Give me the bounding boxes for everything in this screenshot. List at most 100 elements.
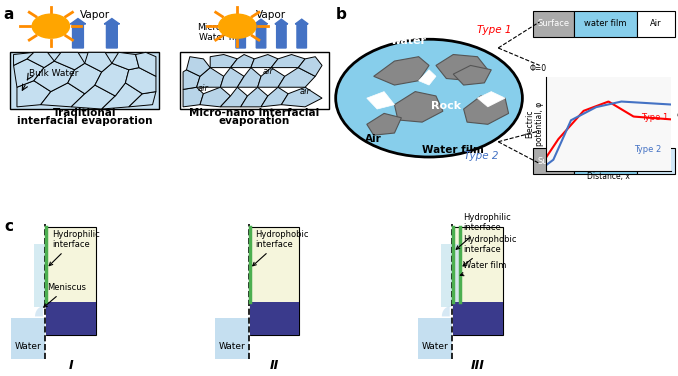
Text: Traditional: Traditional xyxy=(53,108,117,118)
Polygon shape xyxy=(68,63,102,94)
Text: Bulk
water: Bulk water xyxy=(645,152,666,171)
Text: Φ=0: Φ=0 xyxy=(530,64,547,73)
Polygon shape xyxy=(367,92,395,109)
FancyBboxPatch shape xyxy=(533,148,574,174)
Polygon shape xyxy=(220,87,247,107)
Text: Air: Air xyxy=(650,20,661,29)
Polygon shape xyxy=(102,83,142,109)
Text: II: II xyxy=(270,359,279,372)
Polygon shape xyxy=(278,68,315,87)
Text: evaporation: evaporation xyxy=(218,116,290,126)
Text: Type 2: Type 2 xyxy=(464,151,498,161)
Polygon shape xyxy=(54,52,85,70)
Text: Surface: Surface xyxy=(538,157,570,166)
Polygon shape xyxy=(281,87,322,107)
Polygon shape xyxy=(237,68,261,87)
Polygon shape xyxy=(453,65,492,85)
Text: water: water xyxy=(391,36,426,45)
FancyBboxPatch shape xyxy=(250,302,300,335)
Polygon shape xyxy=(85,52,112,72)
Polygon shape xyxy=(464,96,508,124)
Text: III: III xyxy=(471,359,485,372)
FancyBboxPatch shape xyxy=(12,318,45,359)
Polygon shape xyxy=(261,87,288,107)
Text: Meniscus: Meniscus xyxy=(44,283,87,307)
Polygon shape xyxy=(298,57,322,76)
FancyBboxPatch shape xyxy=(574,11,637,37)
FancyBboxPatch shape xyxy=(533,11,574,37)
Text: Water film: Water film xyxy=(584,157,627,166)
Text: Bulk Water: Bulk Water xyxy=(28,69,78,78)
Text: Vapor: Vapor xyxy=(80,10,110,20)
Text: Water film: Water film xyxy=(422,145,484,155)
Text: Water: Water xyxy=(218,342,245,351)
Polygon shape xyxy=(271,55,305,68)
Polygon shape xyxy=(231,55,254,68)
Polygon shape xyxy=(251,55,278,68)
Text: Hydrophobic
interface: Hydrophobic interface xyxy=(253,230,309,266)
Circle shape xyxy=(218,14,256,38)
FancyBboxPatch shape xyxy=(10,52,159,109)
Polygon shape xyxy=(71,85,115,109)
Text: interfacial evaporation: interfacial evaporation xyxy=(17,116,153,126)
Text: Hydrophilic
interface: Hydrophilic interface xyxy=(456,213,511,249)
Polygon shape xyxy=(395,92,443,122)
Text: Surface: Surface xyxy=(538,20,570,29)
Text: Hydrophilic
interface: Hydrophilic interface xyxy=(49,230,100,265)
Polygon shape xyxy=(186,57,210,76)
Text: air: air xyxy=(262,67,273,76)
Polygon shape xyxy=(477,92,505,107)
FancyBboxPatch shape xyxy=(250,227,300,335)
Polygon shape xyxy=(27,52,54,68)
Text: Micro-nano interfacial: Micro-nano interfacial xyxy=(189,108,319,118)
Text: Type 1: Type 1 xyxy=(477,25,512,35)
Text: water film: water film xyxy=(584,20,626,29)
Text: Water: Water xyxy=(422,342,448,351)
Polygon shape xyxy=(136,52,156,76)
Polygon shape xyxy=(197,68,224,87)
Polygon shape xyxy=(258,68,285,87)
Polygon shape xyxy=(241,87,268,107)
Polygon shape xyxy=(112,52,139,70)
Polygon shape xyxy=(367,114,401,135)
Polygon shape xyxy=(183,70,200,89)
FancyBboxPatch shape xyxy=(46,302,96,335)
Text: air: air xyxy=(198,83,209,92)
FancyArrow shape xyxy=(254,19,267,48)
Polygon shape xyxy=(17,81,51,107)
FancyBboxPatch shape xyxy=(453,227,503,335)
FancyBboxPatch shape xyxy=(637,148,675,174)
Text: Micro-nano
Water film: Micro-nano Water film xyxy=(197,23,247,42)
Polygon shape xyxy=(34,61,75,92)
FancyBboxPatch shape xyxy=(453,302,503,335)
X-axis label: Distance, x: Distance, x xyxy=(587,173,630,182)
Polygon shape xyxy=(125,68,156,94)
FancyBboxPatch shape xyxy=(215,318,249,359)
Polygon shape xyxy=(129,92,156,107)
Polygon shape xyxy=(41,83,85,107)
Text: a: a xyxy=(3,6,14,21)
Text: Air: Air xyxy=(365,134,382,144)
Polygon shape xyxy=(220,68,244,87)
Text: Type 1: Type 1 xyxy=(641,113,669,122)
Polygon shape xyxy=(374,57,429,85)
Text: Water: Water xyxy=(15,342,41,351)
FancyArrow shape xyxy=(235,19,247,48)
Text: I: I xyxy=(69,359,73,372)
Polygon shape xyxy=(200,87,231,107)
Polygon shape xyxy=(95,63,129,96)
FancyBboxPatch shape xyxy=(180,52,329,109)
Text: $\varphi \to 0$: $\varphi \to 0$ xyxy=(676,108,678,121)
Text: Rock: Rock xyxy=(431,101,462,111)
FancyArrow shape xyxy=(275,19,287,48)
Text: Water film: Water film xyxy=(460,261,506,276)
FancyBboxPatch shape xyxy=(418,318,452,359)
Y-axis label: Electric
potential, φ: Electric potential, φ xyxy=(525,102,544,146)
FancyArrow shape xyxy=(104,18,119,48)
FancyArrow shape xyxy=(296,19,308,48)
Text: air: air xyxy=(300,87,311,96)
Circle shape xyxy=(336,39,522,157)
Text: b: b xyxy=(336,6,346,21)
Polygon shape xyxy=(436,55,487,81)
Polygon shape xyxy=(183,87,203,107)
